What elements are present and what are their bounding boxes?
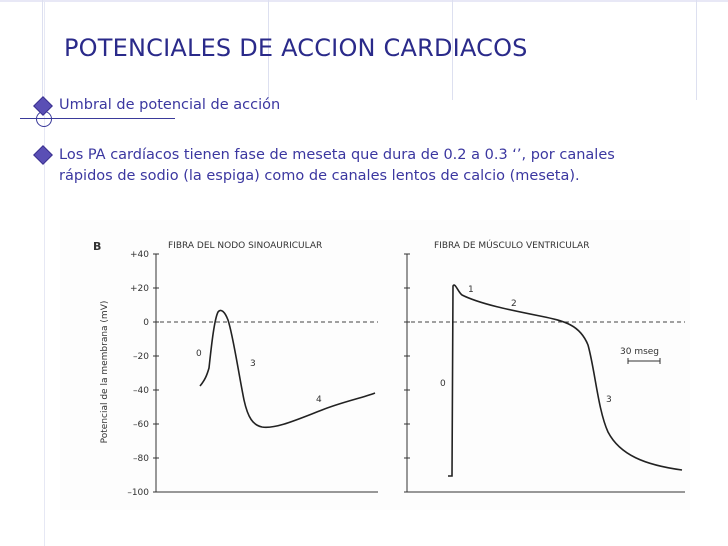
decor-vertical-rule: [696, 0, 697, 100]
y-tick-label: –80: [133, 454, 149, 464]
decor-vertical-rule: [42, 0, 43, 100]
y-tick-label: –100: [127, 488, 149, 498]
phase-label: 3: [606, 395, 612, 405]
phase-label: 3: [250, 359, 256, 369]
sinoatrial-action-potential-curve: [199, 309, 376, 429]
y-tick-label: +40: [130, 250, 149, 260]
decor-vertical-rule: [268, 0, 269, 100]
y-tick-label: 0: [143, 318, 149, 328]
slide-title: POTENCIALES DE ACCION CARDIACOS: [64, 34, 528, 62]
top-decor-line: [0, 0, 728, 2]
diamond-bullet-icon: [33, 145, 53, 165]
y-axis-label: Potencial de la membrana (mV): [100, 301, 110, 444]
left-panel-title: FIBRA DEL NODO SINOAURICULAR: [168, 241, 322, 251]
ventricular-action-potential-curve: [448, 284, 683, 477]
phase-label: 2: [511, 299, 517, 309]
time-scale-bar: [627, 358, 661, 364]
bullet-text: Los PA cardíacos tienen fase de meseta q…: [59, 145, 615, 187]
phase-label: 0: [440, 379, 446, 389]
decor-underline: [20, 118, 175, 119]
bullet-line: rápidos de sodio (la espiga) como de can…: [59, 168, 580, 184]
phase-label: 0: [196, 349, 202, 359]
phase-label: 4: [316, 395, 322, 405]
bullet-line: Los PA cardíacos tienen fase de meseta q…: [59, 147, 615, 163]
bullet-text: Umbral de potencial de acción: [59, 97, 281, 113]
phase-label: 1: [468, 285, 474, 295]
decor-vertical-rule: [452, 0, 453, 100]
y-tick-label: +20: [130, 284, 149, 294]
right-panel-title: FIBRA DE MÚSCULO VENTRICULAR: [434, 239, 589, 251]
panel-label: B: [93, 240, 101, 253]
decor-vertical-rule: [44, 0, 45, 546]
action-potential-figure: B Potencial de la membrana (mV) +40 +20 …: [60, 220, 690, 510]
y-tick-label: –20: [133, 352, 149, 362]
y-tick-label: –40: [133, 386, 149, 396]
time-scale-label: 30 mseg: [620, 347, 659, 357]
y-tick-label: –60: [133, 420, 149, 430]
